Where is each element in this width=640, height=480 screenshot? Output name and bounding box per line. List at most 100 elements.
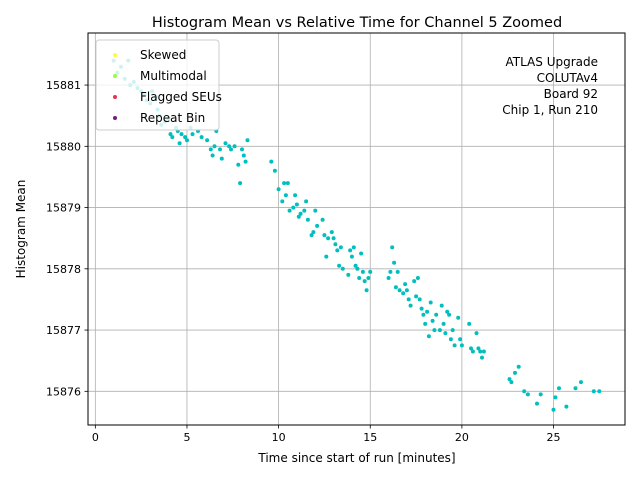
data-point [236, 162, 241, 167]
data-point [313, 208, 318, 213]
data-point [276, 187, 281, 192]
data-point [177, 141, 182, 146]
annotation-line-4: Chip 1, Run 210 [502, 103, 598, 117]
data-point [291, 205, 296, 210]
chart-title: Histogram Mean vs Relative Time for Chan… [152, 15, 562, 31]
data-point [349, 254, 354, 259]
data-point [210, 153, 215, 158]
x-axis-label: Time since start of run [minutes] [257, 451, 455, 465]
data-point [296, 214, 301, 219]
x-axis-ticks: 0 5 10 15 20 25 [92, 425, 561, 444]
data-point [240, 147, 244, 152]
data-point [338, 245, 343, 250]
data-point [364, 288, 369, 293]
data-point [324, 254, 329, 259]
y-tick-label: 15876 [46, 385, 81, 398]
x-tick-label: 15 [363, 431, 377, 444]
data-point [269, 159, 274, 164]
data-point [294, 202, 299, 207]
data-point [509, 380, 514, 385]
data-point [208, 147, 213, 152]
data-point [335, 248, 340, 253]
data-point [412, 279, 417, 284]
data-point [293, 193, 298, 198]
legend-label-repeat-bin: Repeat Bin [140, 111, 205, 125]
data-point [430, 318, 435, 323]
data-point [426, 334, 431, 339]
data-point [333, 242, 338, 247]
data-point [183, 135, 188, 140]
data-point [469, 346, 473, 351]
x-tick-label: 25 [547, 431, 561, 444]
data-point [434, 312, 439, 317]
data-point [218, 147, 222, 152]
data-point [168, 132, 173, 137]
data-point [392, 260, 397, 265]
data-point [404, 288, 409, 293]
data-point [428, 300, 433, 305]
data-point [401, 291, 406, 296]
x-tick-label: 5 [183, 431, 190, 444]
data-point [298, 211, 303, 216]
data-point [538, 392, 543, 397]
annotation-line-1: ATLAS Upgrade [505, 55, 598, 69]
data-point [353, 263, 358, 268]
data-point [179, 132, 184, 137]
data-point [329, 230, 334, 235]
data-point [185, 138, 189, 143]
run-annotation: ATLAS Upgrade COLUTAv4 Board 92 Chip 1, … [502, 55, 598, 117]
y-axis-label: Histogram Mean [14, 180, 28, 279]
data-point [470, 349, 475, 354]
data-point [452, 343, 457, 348]
data-point [395, 269, 400, 274]
data-point [331, 236, 336, 241]
data-point [573, 386, 578, 391]
data-point [348, 248, 353, 253]
data-point [393, 285, 398, 290]
data-point [564, 404, 569, 409]
data-point [238, 181, 243, 186]
data-point [432, 328, 437, 333]
y-tick-label: 15877 [46, 324, 81, 337]
data-point [219, 156, 224, 161]
data-point [474, 331, 479, 336]
y-tick-label: 15878 [46, 263, 81, 276]
data-point [311, 230, 316, 235]
data-point [282, 181, 287, 186]
data-point [280, 199, 285, 204]
x-tick-label: 20 [455, 431, 469, 444]
data-point [190, 132, 195, 137]
legend-marker-skewed [113, 53, 117, 57]
data-point [366, 276, 371, 280]
y-tick-label: 15879 [46, 202, 81, 215]
data-point [285, 181, 290, 186]
data-point [309, 233, 314, 238]
data-point [423, 321, 428, 326]
data-point [458, 337, 463, 342]
data-point [390, 245, 395, 250]
data-point [443, 331, 448, 336]
data-point [170, 135, 175, 140]
legend-label-flagged-seus: Flagged SEUs [140, 90, 222, 104]
data-point [320, 217, 325, 222]
data-point [525, 392, 530, 397]
y-tick-label: 15880 [46, 140, 81, 153]
data-point [441, 321, 446, 326]
data-point [212, 144, 217, 149]
data-point [368, 269, 373, 274]
data-point [414, 294, 419, 299]
data-point [304, 199, 309, 204]
data-point [357, 276, 362, 280]
data-point [421, 312, 426, 317]
data-point [397, 288, 402, 293]
data-point [478, 349, 483, 354]
data-point [386, 276, 391, 280]
data-point [408, 303, 413, 308]
data-point [406, 297, 411, 302]
data-point [232, 144, 237, 149]
data-point [362, 279, 367, 284]
legend: Skewed Multimodal Flagged SEUs Repeat Bi… [95, 39, 222, 131]
data-point [272, 168, 277, 173]
data-point [417, 297, 422, 302]
data-point [360, 269, 365, 274]
